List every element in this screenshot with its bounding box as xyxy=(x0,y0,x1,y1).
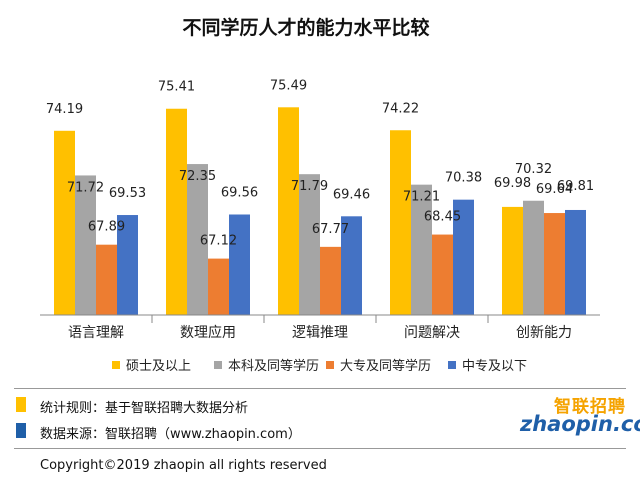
data-label: 69.56 xyxy=(221,185,258,200)
bar xyxy=(390,130,411,315)
bar xyxy=(278,107,299,316)
data-label: 72.35 xyxy=(179,169,216,184)
legend-swatch xyxy=(112,361,120,369)
bar xyxy=(341,216,362,315)
logo-cn-text: 智联招聘 xyxy=(554,397,626,417)
legend-swatch xyxy=(326,361,334,369)
legend-label: 大专及同等学历 xyxy=(340,358,431,374)
divider-bottom xyxy=(14,448,626,449)
bar xyxy=(229,214,250,315)
data-label: 69.53 xyxy=(109,186,146,201)
legend-label: 硕士及以上 xyxy=(126,359,191,374)
data-label: 67.12 xyxy=(200,234,237,249)
bar xyxy=(502,206,523,315)
legend-label: 中专及以下 xyxy=(462,359,527,374)
bar xyxy=(75,175,96,315)
legend-swatch xyxy=(214,361,222,369)
data-label: 69.46 xyxy=(333,187,370,202)
data-labels-layer: 74.19 71.72 67.89 69.53 75.41 72.35 67.12 69.56… xyxy=(46,78,594,248)
x-tick-label: 逻辑推理 xyxy=(292,325,348,341)
data-label: 75.41 xyxy=(158,80,195,95)
x-tick-label: 数理应用 xyxy=(180,324,236,341)
bars-layer xyxy=(54,107,586,316)
data-label: 69.81 xyxy=(557,179,594,194)
bar xyxy=(320,246,341,315)
data-label: 70.38 xyxy=(445,171,482,186)
chart: 不同学历人才的能力水平比较 74.1971.7267.8969.5375.417… xyxy=(40,16,600,374)
legend-swatch xyxy=(448,361,456,369)
legend-label: 本科及同等学历 xyxy=(228,358,319,374)
x-tick-label: 创新能力 xyxy=(516,325,572,341)
chart-title: 不同学历人才的能力水平比较 xyxy=(182,16,429,39)
x-tick-label: 问题解决 xyxy=(404,325,460,341)
x-tick-label: 语言理解 xyxy=(68,325,124,341)
data-label: 68.45 xyxy=(424,210,461,225)
bar xyxy=(565,209,586,315)
bar xyxy=(166,108,187,315)
data-label: 74.19 xyxy=(46,102,83,117)
data-label: 75.49 xyxy=(270,78,307,93)
bar xyxy=(187,164,208,315)
data-label: 70.32 xyxy=(515,162,552,177)
rule-marker xyxy=(16,397,26,412)
bar xyxy=(453,199,474,315)
source-note: 数据来源：智联招聘（www.zhaopin.com） xyxy=(40,427,301,442)
bar xyxy=(432,234,453,315)
logo-en-text: zhaopin.com xyxy=(520,412,640,436)
bar xyxy=(96,244,117,315)
data-label: 71.21 xyxy=(403,190,440,205)
data-label: 74.22 xyxy=(382,101,419,116)
bar xyxy=(208,258,229,315)
bar xyxy=(544,213,565,315)
data-label: 71.79 xyxy=(291,179,328,194)
data-label: 69.98 xyxy=(494,176,531,191)
x-ticks-layer: 语言理解 数理应用 逻辑推理 问题解决 创新能力 xyxy=(68,315,572,341)
zhaopin-logo: 智联招聘 zhaopin.com xyxy=(520,392,640,440)
divider xyxy=(14,388,626,389)
rule-note: 统计规则：基于智联招聘大数据分析 xyxy=(40,401,249,416)
bar xyxy=(299,174,320,315)
data-label: 69.64 xyxy=(536,182,573,197)
data-label: 71.72 xyxy=(67,180,104,195)
data-label: 67.77 xyxy=(312,222,349,237)
copyright: Copyright©2019 zhaopin all rights reserv… xyxy=(40,458,327,473)
source-marker xyxy=(16,423,26,438)
data-label: 67.89 xyxy=(88,220,125,235)
bar xyxy=(523,200,544,315)
legend: 硕士及以上 本科及同等学历 大专及同等学历 中专及以下 xyxy=(112,358,527,374)
bar xyxy=(117,215,138,315)
bar xyxy=(54,130,75,315)
bar xyxy=(411,184,432,315)
